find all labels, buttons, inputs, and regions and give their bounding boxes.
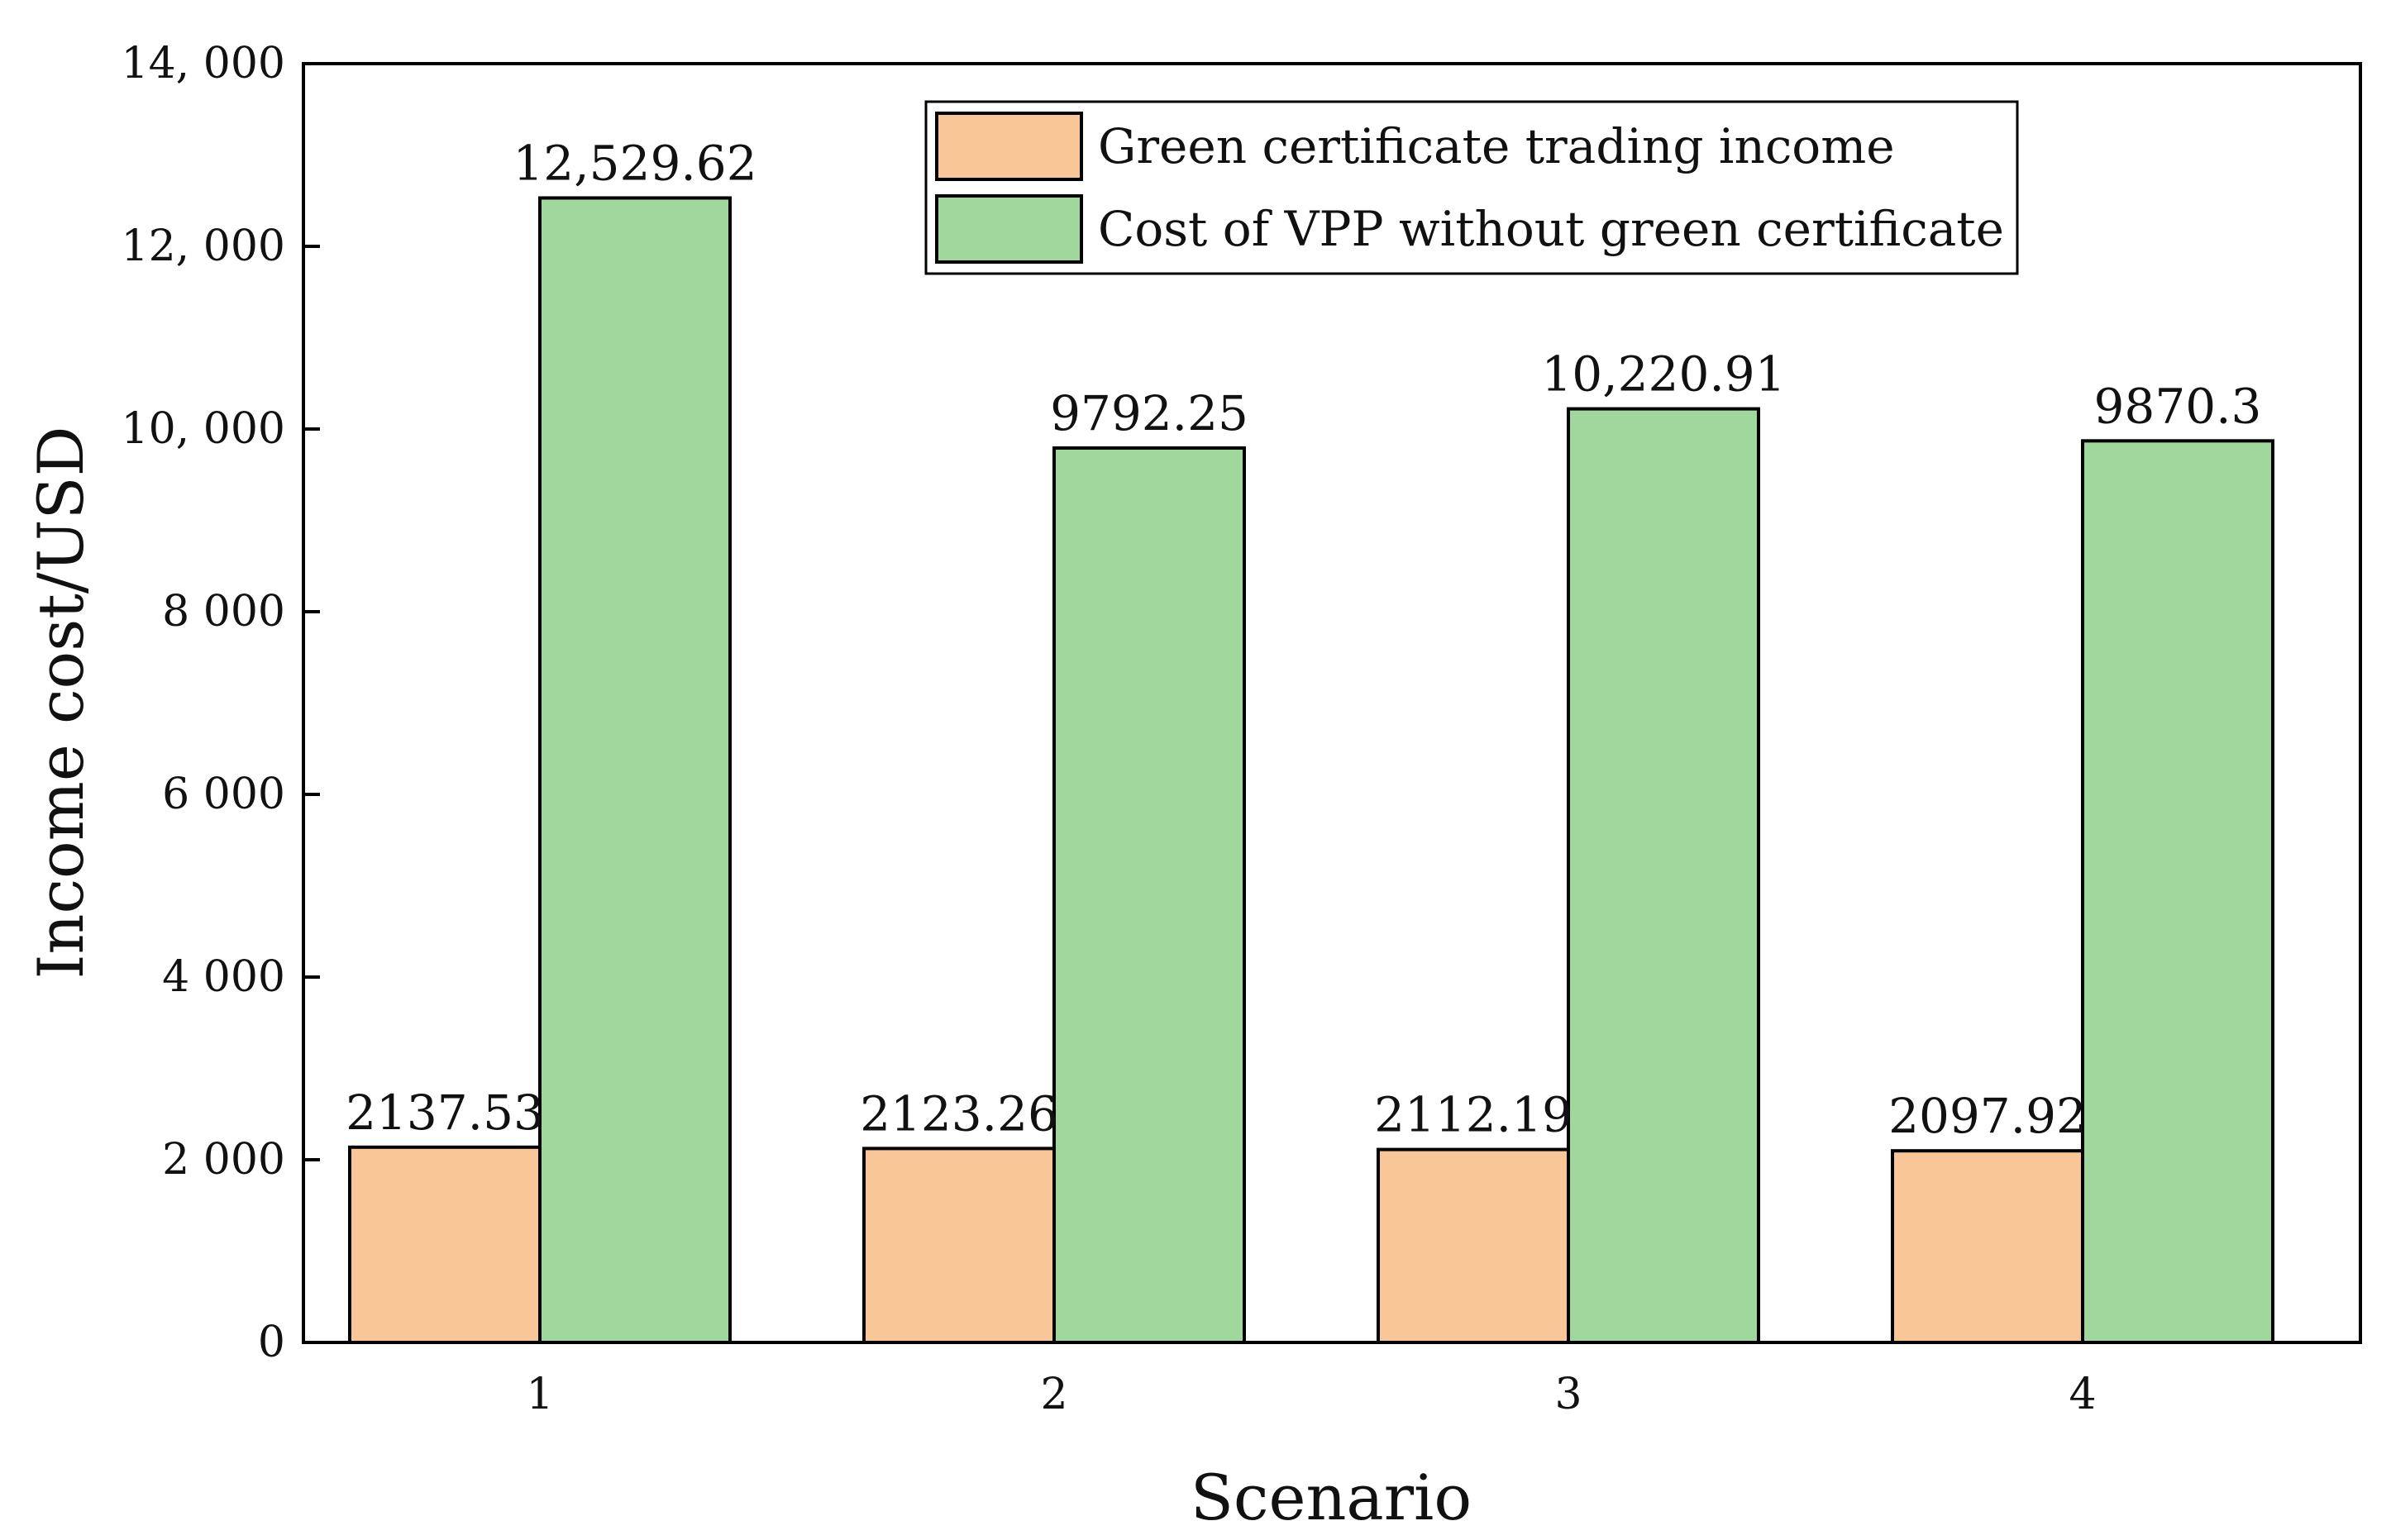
data-label: 9792.25 [1050, 385, 1248, 441]
bar-vpp-cost [2081, 439, 2274, 1344]
legend-box [924, 100, 2019, 275]
legend-swatch-green-certificate-income [935, 112, 1083, 181]
data-label: 2137.53 [346, 1085, 544, 1141]
y-tick-label: 2 000 [162, 1135, 285, 1185]
bar-green-certificate-income [348, 1145, 542, 1345]
bar-green-certificate-income [1377, 1147, 1570, 1345]
data-label: 2123.26 [860, 1085, 1058, 1142]
y-tick-label: 4 000 [162, 952, 285, 1002]
data-label: 2112.19 [1374, 1087, 1573, 1143]
data-label: 9870.3 [2094, 378, 2262, 434]
y-tick-label: 0 [258, 1318, 285, 1367]
bar-vpp-cost [1052, 446, 1246, 1344]
y-tick-label: 14, 000 [122, 39, 285, 88]
bar-vpp-cost [1567, 407, 1760, 1344]
plot-frame [302, 62, 2362, 1344]
data-label: 2097.92 [1888, 1088, 2087, 1144]
x-tick-label: 1 [526, 1370, 553, 1419]
data-label: 10,220.91 [1541, 346, 1785, 403]
legend-swatch-vpp-cost [935, 194, 1083, 264]
data-labels-layer: 2137.53 12,529.62 2123.26 9792.25 2112.19 10,… [346, 135, 2261, 1144]
legend: Green certificate trading income Cost of… [924, 100, 2019, 275]
x-axis: 1 2 3 4 [526, 1326, 2097, 1419]
legend-label-green-certificate-income: Green certificate trading income [1098, 118, 1895, 174]
bar-vpp-cost [538, 196, 732, 1344]
y-tick-label: 10, 000 [122, 404, 285, 454]
x-axis-title: Scenario [1191, 1461, 1472, 1534]
bar-green-certificate-income [862, 1147, 1056, 1344]
x-tick-label: 4 [2069, 1370, 2096, 1419]
y-tick-label: 12, 000 [122, 222, 285, 271]
x-tick-label: 3 [1554, 1370, 1582, 1419]
legend-label-vpp-cost: Cost of VPP without green certificate [1098, 201, 2004, 257]
y-tick-label: 8 000 [162, 587, 285, 637]
bar-green-certificate-income [1891, 1149, 2084, 1344]
bars-layer [348, 196, 2274, 1345]
y-axis: 0 2 000 4 000 6 000 8 000 10, 000 12, 000 14, 0… [122, 39, 320, 1367]
data-label: 12,529.62 [513, 135, 756, 191]
y-axis-title: Income cost/USD [24, 426, 98, 979]
x-tick-label: 2 [1040, 1370, 1067, 1419]
y-tick-label: 6 000 [162, 770, 285, 819]
